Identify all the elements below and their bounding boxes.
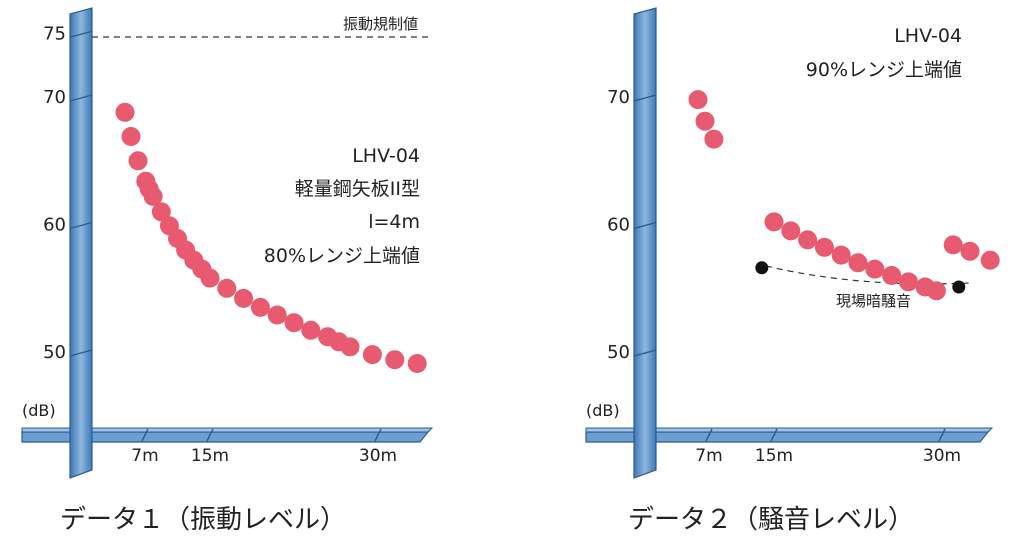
data-point: [882, 266, 902, 285]
x-tick: [141, 428, 149, 442]
data-point: [115, 102, 135, 122]
chart-caption: データ１（振動レベル）: [60, 505, 346, 535]
data-point: [695, 111, 715, 131]
data-point: [301, 320, 321, 340]
data-point: [385, 350, 405, 370]
y-tick-label: 75: [43, 23, 66, 44]
y-tick-label: 50: [43, 342, 66, 363]
data-point: [362, 345, 382, 365]
y-tick: [69, 349, 93, 357]
annotation-range: 80%レンジ上端値: [264, 245, 420, 267]
data-point: [960, 241, 980, 261]
data-point: [151, 202, 171, 222]
x-tick-label: 7m: [131, 446, 158, 466]
data-point: [764, 212, 784, 232]
y-tick-label: 60: [43, 215, 66, 236]
data-point: [814, 237, 834, 257]
x-tick-label: 30m: [923, 446, 961, 466]
data-point: [143, 186, 163, 206]
vibration-limit-label: 振動規制値: [343, 15, 418, 33]
x-tick-label: 7m: [695, 446, 722, 466]
data-point: [250, 297, 270, 317]
data-point: [688, 90, 708, 110]
annotation-model: LHV-04: [894, 25, 962, 47]
data-point: [284, 313, 304, 333]
x-tick-label: 15m: [191, 446, 229, 466]
data-point: [704, 129, 724, 149]
ground-bar-top: [21, 427, 434, 433]
x-tick: [770, 428, 778, 442]
data-point: [407, 354, 427, 373]
y-tick: [633, 349, 657, 357]
y-tick-label: 70: [607, 87, 630, 108]
data-point: [128, 151, 148, 171]
data-point: [217, 278, 237, 298]
data-point: [234, 288, 254, 308]
data-point: [865, 259, 885, 279]
annotation-range: 90%レンジ上端値: [806, 59, 962, 81]
y-tick-label: 70: [43, 87, 66, 108]
background-noise-label: 現場暗騒音: [836, 292, 911, 310]
x-tick: [938, 428, 946, 442]
data-point: [831, 245, 851, 265]
annotation-length: l=4m: [368, 211, 420, 233]
x-tick-label: 15m: [755, 446, 793, 466]
y-tick: [69, 30, 93, 38]
y-tick: [69, 221, 93, 230]
y-tick-label: 60: [607, 215, 630, 236]
unit-label: (dB): [586, 401, 620, 420]
annotation-model: LHV-04: [352, 145, 420, 167]
data-point: [200, 268, 220, 288]
data-point: [943, 235, 963, 255]
x-tick: [206, 428, 214, 442]
data-point: [926, 281, 946, 301]
annotation-sheet-pile: 軽量鋼矢板II型: [295, 178, 420, 200]
data-point: [952, 280, 966, 294]
ground-bar-top: [585, 427, 994, 433]
data-point: [898, 272, 918, 292]
data-point: [980, 250, 1000, 270]
x-tick-label: 30m: [359, 446, 397, 466]
x-tick: [705, 428, 713, 442]
data-point: [340, 337, 360, 357]
unit-label: (dB): [22, 401, 56, 420]
y-tick: [633, 94, 657, 102]
chart-vibration: 50 60 70 75 7m 15m 30m 振動規制値 (dB) LHV-04 軽量鋼矢板…: [21, 7, 434, 535]
data-point: [267, 305, 287, 325]
y-tick-label: 50: [607, 342, 630, 363]
x-tick: [374, 428, 382, 442]
wall: [633, 7, 657, 479]
y-tick: [69, 94, 93, 102]
data-point: [755, 261, 769, 275]
data-point: [798, 230, 818, 250]
chart-noise: 50 60 70 7m 15m 30m 現場暗騒音 (dB) LHV-04 90%レンジ上…: [585, 7, 1000, 535]
background-noise-line: [765, 265, 971, 285]
wall: [69, 7, 93, 479]
data-point: [848, 253, 868, 273]
data-point: [781, 221, 801, 241]
y-tick: [633, 221, 657, 230]
chart-caption: データ２（騒音レベル）: [628, 505, 914, 535]
data-point: [121, 127, 141, 146]
